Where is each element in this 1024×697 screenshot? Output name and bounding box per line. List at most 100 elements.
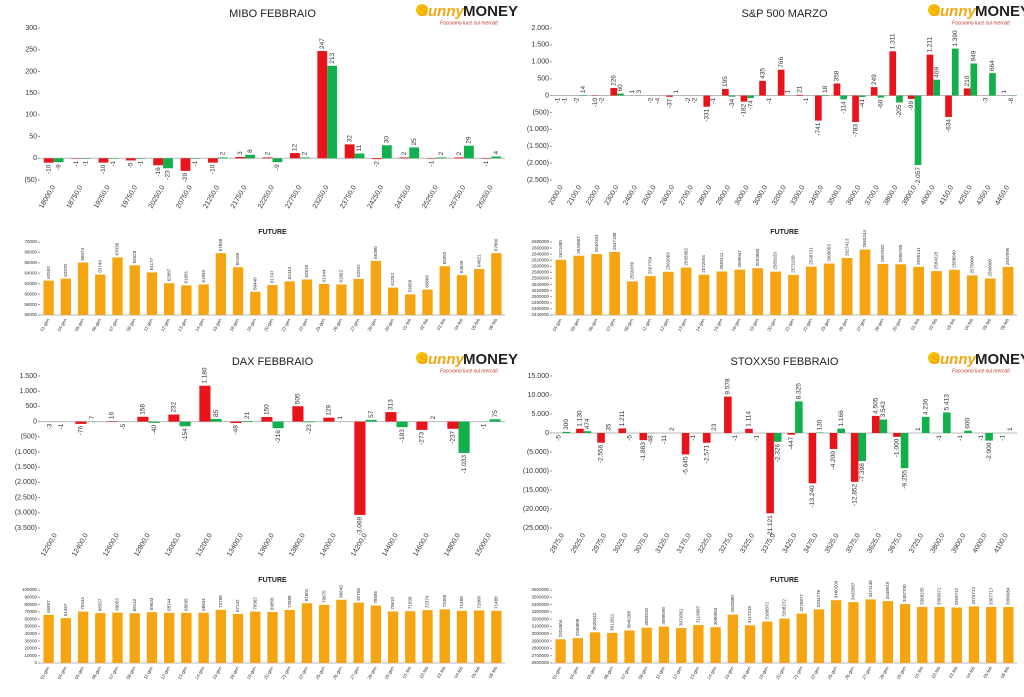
x-tick-label: 13-gen xyxy=(689,665,701,680)
data-label: 2588640 xyxy=(952,250,957,268)
bar xyxy=(456,610,468,663)
bar xyxy=(597,433,605,443)
x-tick-label: 02-feb xyxy=(419,317,430,331)
x-tick-label: 3425,0 xyxy=(782,532,799,554)
x-tick-label: 26-gen xyxy=(844,665,856,680)
x-tick-label: 2900,0 xyxy=(715,184,732,206)
y-tick-label: 2660000 xyxy=(531,245,549,250)
x-tick-label: 26-gen xyxy=(332,317,344,332)
y-tick-label: 3300000 xyxy=(531,609,549,614)
x-tick-label: 13200,0 xyxy=(195,532,214,558)
data-label: 766 xyxy=(778,56,785,67)
data-label: -11 xyxy=(661,435,668,444)
x-tick-label: 13000,0 xyxy=(164,532,183,558)
x-tick-label: 29-gen xyxy=(896,665,908,680)
data-label: -447 xyxy=(788,436,795,449)
data-label: -114 xyxy=(840,101,847,114)
x-tick-label: 20-gen xyxy=(263,317,275,332)
bar xyxy=(572,638,583,663)
x-tick-label: 14000,0 xyxy=(319,532,338,558)
y-tick-label: 100 xyxy=(25,112,37,119)
data-label: 3012811 xyxy=(609,613,614,631)
x-tick-label: 27-gen xyxy=(349,665,361,680)
bar xyxy=(163,158,173,169)
bar xyxy=(716,271,728,315)
data-label: 1.211 xyxy=(927,36,934,52)
logo-brand2: MONEY xyxy=(463,351,518,368)
x-tick-label: 04-gen xyxy=(56,665,68,680)
bar xyxy=(409,147,420,159)
x-tick-label: 2800,0 xyxy=(697,184,714,206)
bar xyxy=(422,610,433,663)
bar xyxy=(232,267,244,315)
data-label: 2609053 xyxy=(826,244,831,262)
data-label: 247 xyxy=(319,38,326,49)
y-tick-label: 500 xyxy=(537,76,549,83)
y-tick-label: 0 xyxy=(33,155,37,162)
logo-sun xyxy=(416,352,428,364)
data-label: 2 xyxy=(430,416,437,420)
y-tick-label: 2560000 xyxy=(531,276,549,281)
data-label: 1 xyxy=(337,416,344,420)
x-tick-label: 11-gen xyxy=(641,317,652,332)
bar xyxy=(489,419,501,422)
data-label: 8.325 xyxy=(796,383,803,400)
bar xyxy=(877,95,885,98)
y-tick-label: (1.500) xyxy=(15,464,37,471)
y-tick-label: (500) xyxy=(533,109,549,116)
data-label: 18 xyxy=(822,85,829,93)
bar xyxy=(693,625,704,663)
x-tick-label: 20750,0 xyxy=(175,184,194,210)
bar xyxy=(917,606,928,663)
data-label: -1 xyxy=(999,435,1006,441)
x-tick-label: 08-feb xyxy=(1000,665,1011,679)
data-label: -74 xyxy=(747,100,754,110)
data-label: 3433987 xyxy=(851,582,856,600)
data-label: -634 xyxy=(945,119,952,132)
data-label: 3366971 xyxy=(937,587,942,605)
x-tick-label: 3175,0 xyxy=(676,532,693,554)
bar xyxy=(951,607,962,663)
bar xyxy=(823,263,835,315)
x-tick-label: 3475,0 xyxy=(803,532,820,554)
x-tick-label: 15-gen xyxy=(211,665,223,680)
data-label: -60 xyxy=(878,99,885,109)
bar xyxy=(943,412,951,433)
x-tick-label: 01-feb xyxy=(401,665,412,679)
data-label: -5 xyxy=(128,162,135,168)
x-tick-label: 2975,0 xyxy=(591,532,608,554)
data-label: 60868 xyxy=(425,275,430,288)
bar xyxy=(370,605,381,663)
x-tick-label: 04-feb xyxy=(453,317,464,331)
data-label: -4 xyxy=(654,97,661,103)
bar xyxy=(164,283,175,315)
data-label: 3119987 xyxy=(696,605,701,623)
bar xyxy=(858,95,866,97)
x-tick-label: 01-feb xyxy=(401,317,412,331)
x-tick-label: 12600,0 xyxy=(102,532,121,558)
bar xyxy=(447,421,459,429)
x-tick-label: 08-gen xyxy=(125,665,137,680)
bar xyxy=(591,254,603,315)
bar xyxy=(95,274,106,315)
bar xyxy=(795,401,803,433)
data-label: 67848 xyxy=(218,238,223,251)
bar xyxy=(262,157,273,159)
bar xyxy=(43,614,54,663)
x-tick-label: 14-gen xyxy=(194,317,206,332)
bar xyxy=(555,639,566,663)
data-label: 1 xyxy=(629,90,636,94)
bar xyxy=(710,627,721,663)
bar xyxy=(759,80,766,96)
bar xyxy=(766,433,774,514)
data-label: 1.311 xyxy=(889,33,896,49)
y-tick-label: (2.000) xyxy=(527,160,549,167)
chart-title: STOXX50 FEBBRAIO xyxy=(730,356,838,368)
bar xyxy=(895,264,907,315)
x-tick-label: 26250,0 xyxy=(476,184,495,210)
bar xyxy=(703,95,711,107)
bar xyxy=(267,285,278,315)
x-tick-label: 03-feb xyxy=(436,317,447,331)
bar xyxy=(43,158,54,163)
data-label: 2597895 xyxy=(1005,247,1010,265)
